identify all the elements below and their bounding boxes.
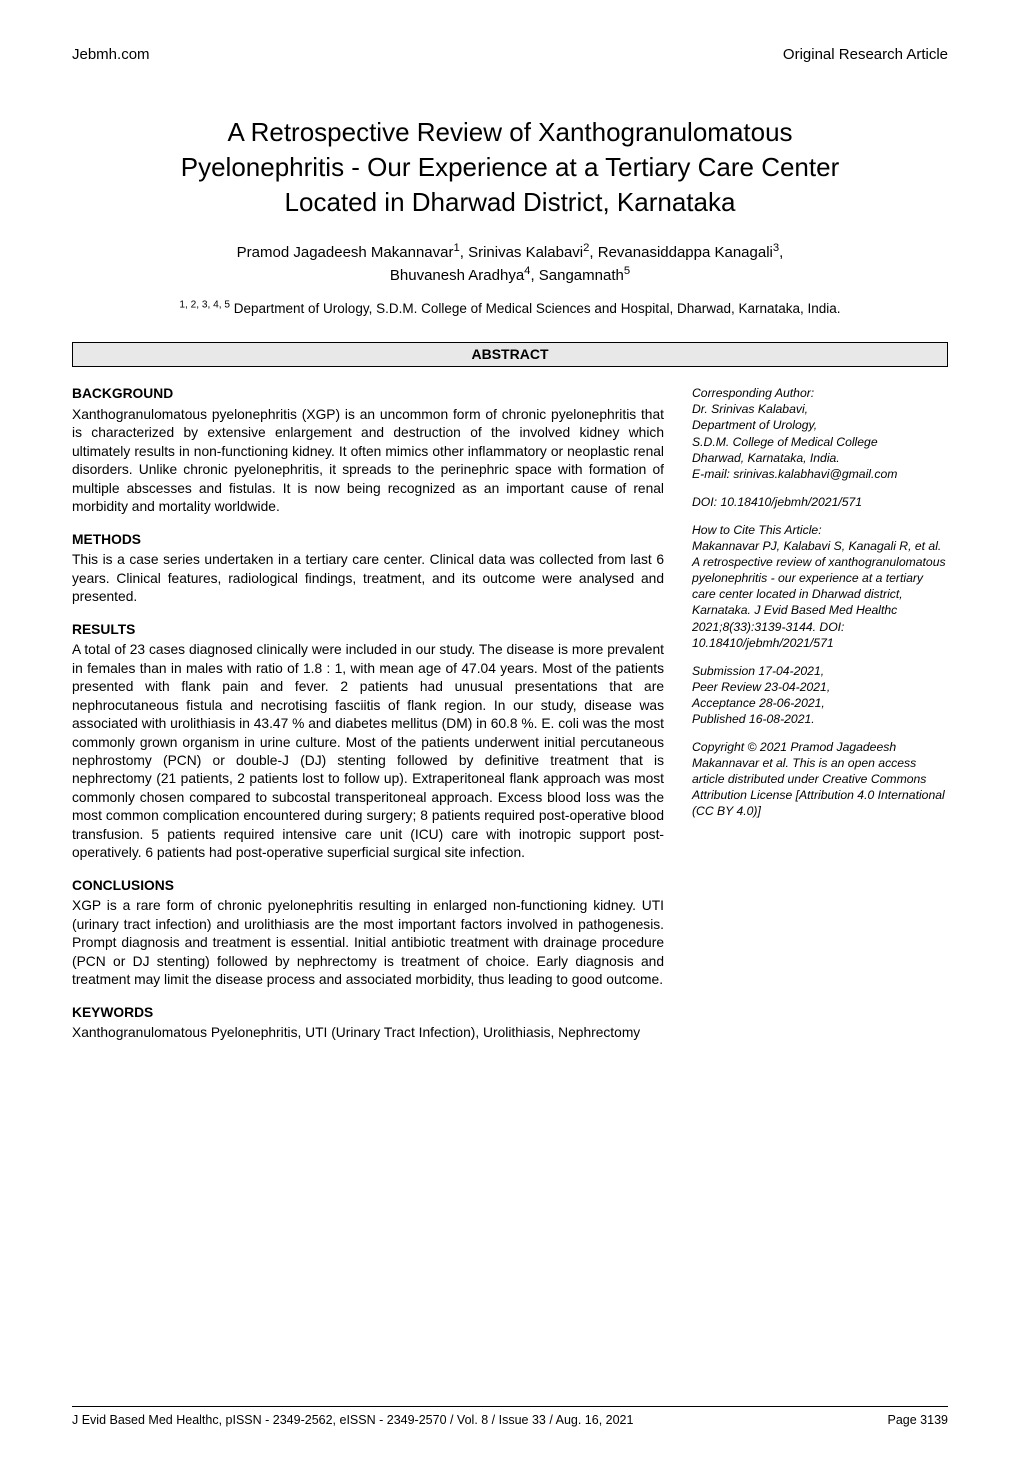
abstract-label: ABSTRACT bbox=[472, 346, 549, 362]
title-line-2: Pyelonephritis - Our Experience at a Ter… bbox=[92, 150, 928, 185]
title-line-1: A Retrospective Review of Xanthogranulom… bbox=[92, 115, 928, 150]
article-title: A Retrospective Review of Xanthogranulom… bbox=[92, 115, 928, 220]
footer-right: Page 3139 bbox=[888, 1413, 948, 1427]
text-conclusions: XGP is a rare form of chronic pyelonephr… bbox=[72, 897, 664, 989]
text-keywords: Xanthogranulomatous Pyelonephritis, UTI … bbox=[72, 1024, 664, 1042]
doi-line: DOI: 10.18410/jebmh/2021/571 bbox=[692, 494, 948, 510]
journal-site: Jebmh.com bbox=[72, 46, 150, 63]
date-acceptance: Acceptance 28-06-2021, bbox=[692, 696, 825, 710]
content-columns: BACKGROUND Xanthogranulomatous pyeloneph… bbox=[72, 385, 948, 1043]
corr-line-4: Dharwad, Karnataka, India. bbox=[692, 451, 840, 465]
running-header: Jebmh.com Original Research Article bbox=[72, 46, 948, 63]
heading-keywords: KEYWORDS bbox=[72, 1004, 664, 1022]
title-line-3: Located in Dharwad District, Karnataka bbox=[92, 185, 928, 220]
affiliation: 1, 2, 3, 4, 5 Department of Urology, S.D… bbox=[72, 301, 948, 316]
heading-conclusions: CONCLUSIONS bbox=[72, 877, 664, 895]
date-submission: Submission 17-04-2021, bbox=[692, 664, 824, 678]
cite-text: Makannavar PJ, Kalabavi S, Kanagali R, e… bbox=[692, 539, 946, 650]
date-peer-review: Peer Review 23-04-2021, bbox=[692, 680, 830, 694]
text-methods: This is a case series undertaken in a te… bbox=[72, 551, 664, 606]
corresponding-author-block: Corresponding Author: Dr. Srinivas Kalab… bbox=[692, 385, 948, 482]
author-list: Pramod Jagadeesh Makannavar1, Srinivas K… bbox=[72, 242, 948, 287]
page-footer: J Evid Based Med Healthc, pISSN - 2349-2… bbox=[72, 1406, 948, 1427]
corr-line-2: Department of Urology, bbox=[692, 418, 817, 432]
corr-line-1: Dr. Srinivas Kalabavi, bbox=[692, 402, 808, 416]
heading-background: BACKGROUND bbox=[72, 385, 664, 403]
heading-results: RESULTS bbox=[72, 621, 664, 639]
footer-left: J Evid Based Med Healthc, pISSN - 2349-2… bbox=[72, 1413, 633, 1427]
text-background: Xanthogranulomatous pyelonephritis (XGP)… bbox=[72, 406, 664, 517]
corresponding-title: Corresponding Author: bbox=[692, 386, 814, 400]
how-to-cite-block: How to Cite This Article: Makannavar PJ,… bbox=[692, 522, 948, 651]
dates-block: Submission 17-04-2021, Peer Review 23-04… bbox=[692, 663, 948, 727]
copyright-block: Copyright © 2021 Pramod Jagadeesh Makann… bbox=[692, 739, 948, 819]
cite-title: How to Cite This Article: bbox=[692, 523, 822, 537]
date-published: Published 16-08-2021. bbox=[692, 712, 815, 726]
article-type: Original Research Article bbox=[783, 46, 948, 63]
abstract-body: BACKGROUND Xanthogranulomatous pyeloneph… bbox=[72, 385, 664, 1043]
corr-line-5: E-mail: srinivas.kalabhavi@gmail.com bbox=[692, 467, 897, 481]
article-metadata-sidebar: Corresponding Author: Dr. Srinivas Kalab… bbox=[692, 385, 948, 1043]
corr-line-3: S.D.M. College of Medical College bbox=[692, 435, 878, 449]
heading-methods: METHODS bbox=[72, 531, 664, 549]
page: Jebmh.com Original Research Article A Re… bbox=[0, 0, 1020, 1457]
abstract-bar: ABSTRACT bbox=[72, 342, 948, 367]
text-results: A total of 23 cases diagnosed clinically… bbox=[72, 641, 664, 863]
